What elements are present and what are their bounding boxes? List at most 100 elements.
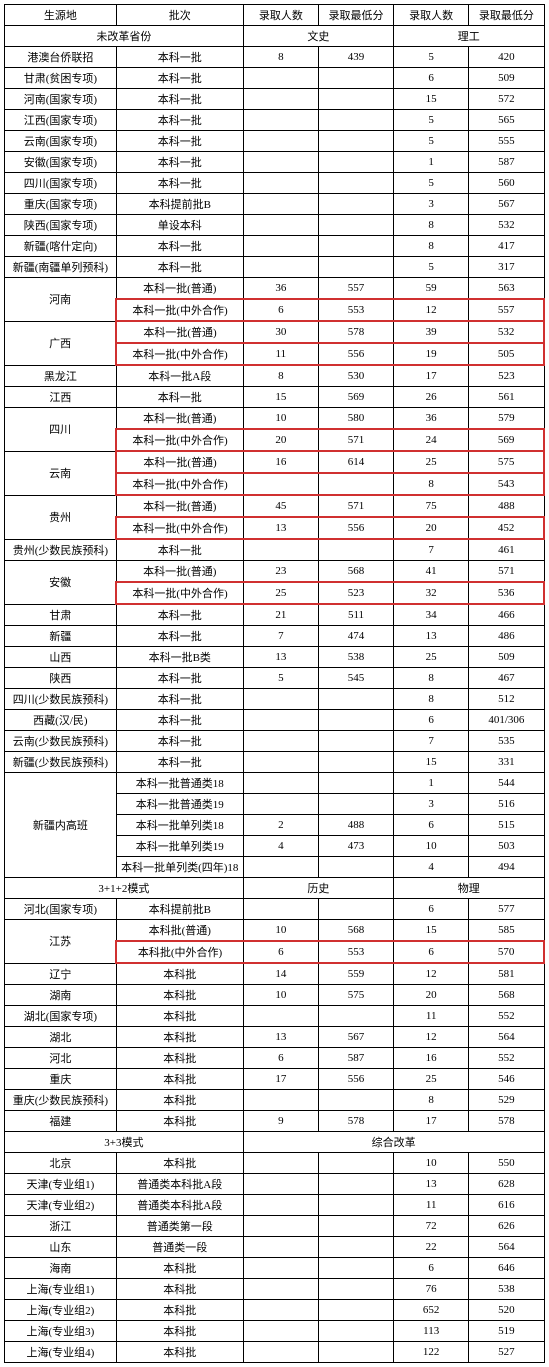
cell-c1: 9: [243, 1111, 318, 1132]
cell-c2: 7: [394, 731, 469, 752]
cell-c1: 21: [243, 604, 318, 626]
cell-c1: [243, 689, 318, 710]
cell-m1: [318, 1195, 393, 1216]
cell-batch: 本科批: [116, 1027, 243, 1048]
col-min1: 录取最低分: [318, 5, 393, 26]
table-row: 重庆本科批1755625546: [5, 1069, 545, 1090]
table-row: 黑龙江本科一批A段853017523: [5, 365, 545, 387]
cell-c1: [243, 152, 318, 173]
cell-batch: 本科批: [116, 1111, 243, 1132]
cell-batch: 本科一批单列类19: [116, 836, 243, 857]
cell-place: 山西: [5, 647, 117, 668]
cell-c1: 23: [243, 561, 318, 583]
cell-batch: 本科一批: [116, 173, 243, 194]
cell-c2: 17: [394, 1111, 469, 1132]
cell-m1: [318, 857, 393, 878]
cell-c2: 3: [394, 194, 469, 215]
table-row: 江西本科一批1556926561: [5, 387, 545, 408]
cell-m1: [318, 173, 393, 194]
cell-m2: 560: [469, 173, 544, 194]
table-row: 上海(专业组1)本科批76538: [5, 1279, 545, 1300]
cell-m1: 545: [318, 668, 393, 689]
cell-m1: [318, 68, 393, 89]
cell-m1: [318, 215, 393, 236]
table-row: 河北(国家专项)本科提前批B6577: [5, 899, 545, 920]
cell-m1: 439: [318, 47, 393, 68]
cell-m1: [318, 152, 393, 173]
cell-batch: 本科一批: [116, 626, 243, 647]
cell-m2: 575: [469, 451, 544, 473]
cell-place: 安徽(国家专项): [5, 152, 117, 173]
cell-place: 新疆(少数民族预科): [5, 752, 117, 773]
table-row: 江苏本科批(普通)1056815585: [5, 920, 545, 942]
cell-m1: 568: [318, 561, 393, 583]
cell-batch: 本科批(普通): [116, 920, 243, 942]
cell-c2: 16: [394, 1048, 469, 1069]
cell-batch: 本科一批(普通): [116, 321, 243, 343]
table-row: 云南(国家专项)本科一批5555: [5, 131, 545, 152]
cell-c2: 72: [394, 1216, 469, 1237]
cell-batch: 本科一批: [116, 257, 243, 278]
cell-batch: 本科一批: [116, 110, 243, 131]
cell-m1: 556: [318, 517, 393, 539]
cell-c2: 59: [394, 278, 469, 300]
cell-c2: 1: [394, 152, 469, 173]
cell-m2: 579: [469, 408, 544, 430]
table-row: 河北本科批658716552: [5, 1048, 545, 1069]
cell-batch: 本科批(中外合作): [116, 941, 243, 963]
cell-m2: 569: [469, 429, 544, 451]
cell-c2: 5: [394, 257, 469, 278]
cell-m1: 553: [318, 941, 393, 963]
section-title: 3+1+2模式: [5, 878, 244, 899]
cell-batch: 本科批: [116, 1090, 243, 1111]
cell-m2: 519: [469, 1321, 544, 1342]
cell-c1: 11: [243, 343, 318, 365]
cell-m1: 575: [318, 985, 393, 1006]
cell-batch: 本科一批: [116, 47, 243, 68]
cell-c1: [243, 752, 318, 773]
cell-m1: 567: [318, 1027, 393, 1048]
table-row: 陕西本科一批55458467: [5, 668, 545, 689]
cell-batch: 单设本科: [116, 215, 243, 236]
section-title-row: 3+3模式综合改革: [5, 1132, 545, 1153]
table-row: 广西本科一批(普通)3057839532: [5, 321, 545, 343]
cell-c2: 5: [394, 110, 469, 131]
cell-c1: 45: [243, 495, 318, 517]
cell-c1: [243, 1279, 318, 1300]
cell-m2: 646: [469, 1258, 544, 1279]
cell-c1: [243, 215, 318, 236]
cell-c1: 15: [243, 387, 318, 408]
cell-m2: 520: [469, 1300, 544, 1321]
table-row: 湖北本科批1356712564: [5, 1027, 545, 1048]
cell-batch: 本科批: [116, 1300, 243, 1321]
cell-c1: [243, 257, 318, 278]
cell-place: 山东: [5, 1237, 117, 1258]
cell-c2: 20: [394, 985, 469, 1006]
cell-place: 上海(专业组2): [5, 1300, 117, 1321]
cell-place: 河北(国家专项): [5, 899, 117, 920]
table-row: 上海(专业组4)本科批122527: [5, 1342, 545, 1363]
cell-c1: [243, 1258, 318, 1279]
cell-batch: 本科一批(中外合作): [116, 517, 243, 539]
table-row: 云南本科一批(普通)1661425575: [5, 451, 545, 473]
cell-place: 贵州: [5, 495, 117, 539]
col-count2: 录取人数: [394, 5, 469, 26]
cell-m2: 536: [469, 582, 544, 604]
cell-m2: 550: [469, 1153, 544, 1174]
cell-batch: 本科一批: [116, 89, 243, 110]
cell-c1: 4: [243, 836, 318, 857]
cell-batch: 本科一批: [116, 152, 243, 173]
section-sub: 综合改革: [243, 1132, 544, 1153]
cell-m2: 564: [469, 1237, 544, 1258]
cell-m1: [318, 710, 393, 731]
cell-c1: 14: [243, 963, 318, 985]
table-row: 上海(专业组2)本科批652520: [5, 1300, 545, 1321]
cell-m1: 473: [318, 836, 393, 857]
cell-c1: [243, 473, 318, 495]
cell-place: 港澳台侨联招: [5, 47, 117, 68]
cell-c2: 15: [394, 89, 469, 110]
cell-m2: 523: [469, 365, 544, 387]
cell-place: 甘肃: [5, 604, 117, 626]
cell-c2: 6: [394, 899, 469, 920]
section-title: 3+3模式: [5, 1132, 244, 1153]
